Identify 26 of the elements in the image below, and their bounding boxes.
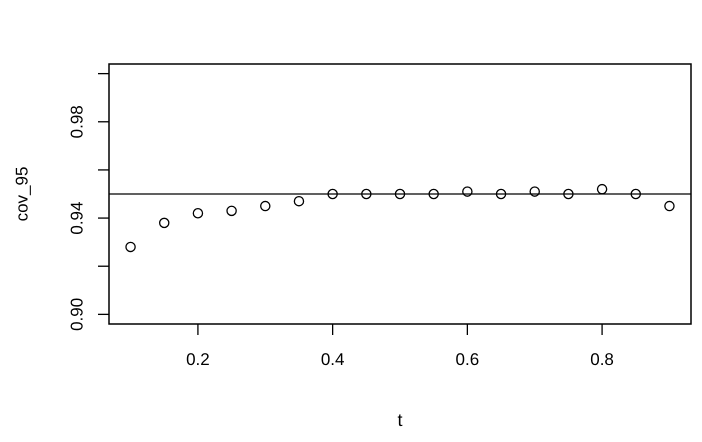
y-axis-title: cov_95 bbox=[12, 166, 32, 222]
y-tick-label: 0.98 bbox=[68, 105, 86, 138]
point bbox=[294, 196, 304, 206]
point bbox=[158, 218, 170, 228]
point bbox=[125, 242, 136, 252]
x-axis-title: t bbox=[397, 410, 403, 430]
point bbox=[496, 188, 506, 200]
y-tick-label: 0.94 bbox=[68, 202, 86, 235]
x-tick-label: 0.4 bbox=[320, 350, 344, 369]
point bbox=[529, 186, 540, 197]
point bbox=[192, 208, 204, 218]
point bbox=[596, 184, 608, 194]
point bbox=[664, 200, 675, 212]
point bbox=[260, 200, 271, 212]
point bbox=[563, 188, 574, 200]
x-tick-label: 0.2 bbox=[186, 350, 210, 369]
point bbox=[428, 188, 439, 200]
point bbox=[226, 206, 237, 216]
x-tick-label: 0.8 bbox=[590, 350, 614, 369]
point bbox=[327, 188, 338, 200]
point bbox=[361, 188, 372, 200]
point bbox=[462, 186, 473, 197]
point bbox=[630, 188, 642, 200]
point bbox=[394, 188, 406, 200]
y-tick-label: 0.90 bbox=[68, 298, 86, 331]
x-tick-label: 0.6 bbox=[456, 350, 480, 369]
